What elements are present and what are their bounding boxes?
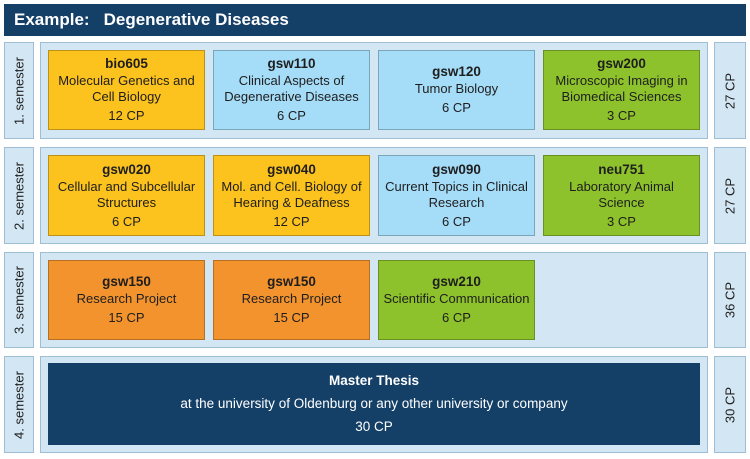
semester-4-label: 4. semester — [4, 356, 34, 453]
title-text: Degenerative Diseases — [103, 10, 289, 29]
module-gsw090: gsw090 Current Topics in Clinical Resear… — [378, 155, 535, 236]
title-prefix: Example: — [14, 10, 90, 29]
module-gsw040: gsw040 Mol. and Cell. Biology of Hearing… — [213, 155, 370, 236]
semester-3-total: 36 CP — [714, 252, 746, 348]
semester-4-total: 30 CP — [714, 356, 746, 453]
thesis-subtitle: at the university of Oldenburg or any ot… — [180, 396, 568, 411]
semester-2-label: 2. semester — [4, 147, 34, 244]
semester-1-total: 27 CP — [714, 42, 746, 139]
module-gsw210: gsw210 Scientific Communication 6 CP — [378, 260, 535, 340]
module-gsw120: gsw120 Tumor Biology 6 CP — [378, 50, 535, 130]
page-title: Example: Degenerative Diseases — [4, 4, 746, 36]
module-gsw150-a: gsw150 Research Project 15 CP — [48, 260, 205, 340]
module-gsw020: gsw020 Cellular and Subcellular Structur… — [48, 155, 205, 236]
module-bio605: bio605 Molecular Genetics and Cell Biolo… — [48, 50, 205, 130]
semester-3-label: 3. semester — [4, 252, 34, 348]
thesis-title: Master Thesis — [328, 373, 420, 388]
semester-2-total: 27 CP — [714, 147, 746, 244]
master-thesis-box: Master Thesis at the university of Olden… — [48, 363, 700, 445]
module-gsw150-b: gsw150 Research Project 15 CP — [213, 260, 370, 340]
module-neu751: neu751 Laboratory Animal Science 3 CP — [543, 155, 700, 236]
module-gsw200: gsw200 Microscopic Imaging in Biomedical… — [543, 50, 700, 130]
module-gsw110: gsw110 Clinical Aspects of Degenerative … — [213, 50, 370, 130]
semester-1-label: 1. semester — [4, 42, 34, 139]
thesis-cp: 30 CP — [355, 419, 393, 434]
